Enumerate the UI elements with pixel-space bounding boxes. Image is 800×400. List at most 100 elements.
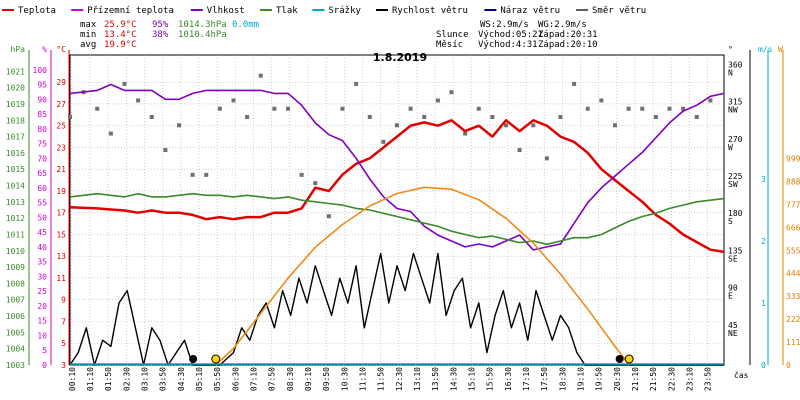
wind-direction-point (340, 106, 345, 111)
wind-direction-point (572, 81, 577, 86)
direction-tick-label: 360 (728, 60, 743, 69)
x-tick-label: 04:30 (177, 367, 186, 391)
wind-direction-point (653, 115, 658, 119)
pressure-tick-label: 1010 (6, 247, 25, 256)
wind-direction-point (544, 156, 549, 161)
pressure-tick-label: 1015 (6, 165, 25, 174)
direction-tick-compass: SE (728, 254, 738, 263)
x-tick-label: 21:10 (631, 367, 640, 391)
x-tick-label: 03:50 (159, 367, 168, 391)
wind-direction-point (231, 98, 236, 103)
x-tick-label: 13:50 (431, 367, 440, 391)
wind-direction-point (558, 115, 563, 119)
x-tick-label: 15:50 (486, 367, 495, 391)
direction-tick-label: 225 (728, 172, 743, 181)
wind-direction-point (613, 123, 617, 128)
sunrise-marker (211, 354, 221, 364)
wind-direction-point (463, 131, 468, 136)
temperature-tick-label: 7 (61, 317, 66, 326)
humidity-tick-label: 30 (37, 272, 47, 281)
x-tick-label: 16:30 (504, 367, 513, 391)
wind-direction-point (204, 172, 209, 177)
wind-sun-info: WS:2.9m/s WG:2.9m/s Slunce Východ:05:21 … (436, 20, 598, 50)
stats-min-label: min (80, 30, 96, 40)
temperature-tick-label: 25 (56, 122, 66, 131)
legend: Teplota Přízemní teplota Vlhkost Tlak Srážky… (2, 6, 646, 16)
wind-direction-point (272, 106, 277, 111)
direction-tick-label: 45 (728, 321, 738, 330)
humidity-tick-label: 40 (37, 243, 47, 252)
series-line-teplota (69, 119, 725, 254)
stats-max-label: max (80, 20, 97, 30)
pressure-tick-label: 1004 (6, 345, 25, 354)
series-line-slunce (215, 186, 630, 366)
legend-label: Vlhkost (207, 6, 245, 16)
wind-tick-label: 1 (761, 299, 766, 308)
legend-label: Tlak (276, 6, 298, 16)
x-axis-label: čas (734, 370, 749, 380)
wind-direction-point (149, 115, 154, 119)
solar-tick-label: 111 (786, 338, 800, 347)
direction-axis-unit: ° (728, 45, 733, 54)
sun-label: Slunce (436, 30, 469, 40)
x-tick-label: 23:50 (704, 367, 713, 391)
humidity-tick-label: 50 (37, 213, 47, 222)
wind-direction-point (422, 115, 427, 119)
x-tick-label: 01:10 (86, 367, 95, 391)
x-tick-label: 05:50 (213, 367, 222, 391)
humidity-axis-unit: % (42, 45, 47, 54)
solar-tick-label: 999 (786, 155, 800, 164)
chart-title: 1.8.2019 (373, 51, 427, 64)
wind-gust-info: WG:2.9m/s (538, 20, 587, 30)
sun-rise: Východ:05:21 (478, 30, 543, 40)
wind-direction-point (517, 148, 522, 153)
pressure-tick-label: 1020 (6, 84, 25, 93)
temperature-tick-label: 11 (56, 274, 66, 283)
wind-direction-point (708, 98, 713, 103)
humidity-tick-label: 0 (42, 361, 47, 370)
wind-direction-point (286, 106, 290, 111)
wind-direction-point (163, 148, 168, 153)
x-tick-label: 17:50 (540, 367, 549, 391)
wind-direction-point (190, 172, 195, 177)
stats-avg-temp: 19.9°C (104, 40, 137, 50)
direction-tick-compass: E (728, 292, 733, 301)
humidity-tick-label: 45 (37, 228, 47, 237)
stats-min-hum: 38% (152, 30, 169, 40)
wind-direction-point (640, 106, 645, 111)
temperature-tick-label: 21 (56, 165, 66, 174)
moon-rise: Východ:4:31 (478, 40, 538, 50)
x-tick-label: 19:10 (576, 367, 585, 391)
wind-direction-point (326, 214, 331, 219)
wind-direction-point (68, 115, 72, 119)
x-tick-label: 20:30 (613, 367, 622, 391)
x-tick-label: 23:10 (685, 367, 694, 391)
humidity-tick-label: 85 (37, 110, 47, 119)
humidity-tick-label: 20 (37, 302, 47, 311)
pressure-tick-label: 1019 (6, 100, 25, 109)
wind-direction-point (585, 106, 590, 111)
stats-max-press: 1014.3hPa (178, 20, 227, 30)
x-tick-label: 03:10 (140, 367, 149, 391)
stats-block: max 25.9°C 95% 1014.3hPa 0.0mm min 13.4°… (80, 20, 259, 50)
x-tick-label: 17:10 (522, 367, 531, 391)
wind-tick-label: 2 (761, 237, 766, 246)
temperature-tick-label: 29 (56, 78, 66, 87)
x-tick-label: 15:10 (467, 367, 476, 391)
solar-tick-label: 555 (786, 246, 800, 255)
wind-direction-point (408, 106, 413, 111)
wind-axis-unit: m/s (758, 45, 773, 54)
pressure-tick-label: 1007 (6, 296, 25, 305)
wind-direction-point (681, 106, 686, 111)
humidity-tick-label: 65 (37, 169, 47, 178)
x-tick-label: 21:50 (649, 367, 658, 391)
pressure-tick-label: 1013 (6, 198, 25, 207)
pressure-tick-label: 1009 (6, 263, 25, 272)
direction-tick-compass: NE (728, 329, 738, 338)
x-tick-label: 14:30 (449, 367, 458, 391)
temperature-tick-label: 13 (56, 252, 66, 261)
wind-tick-label: 0 (761, 361, 766, 370)
moon-set: Západ:20:10 (538, 40, 598, 50)
temperature-tick-label: 27 (56, 100, 66, 109)
